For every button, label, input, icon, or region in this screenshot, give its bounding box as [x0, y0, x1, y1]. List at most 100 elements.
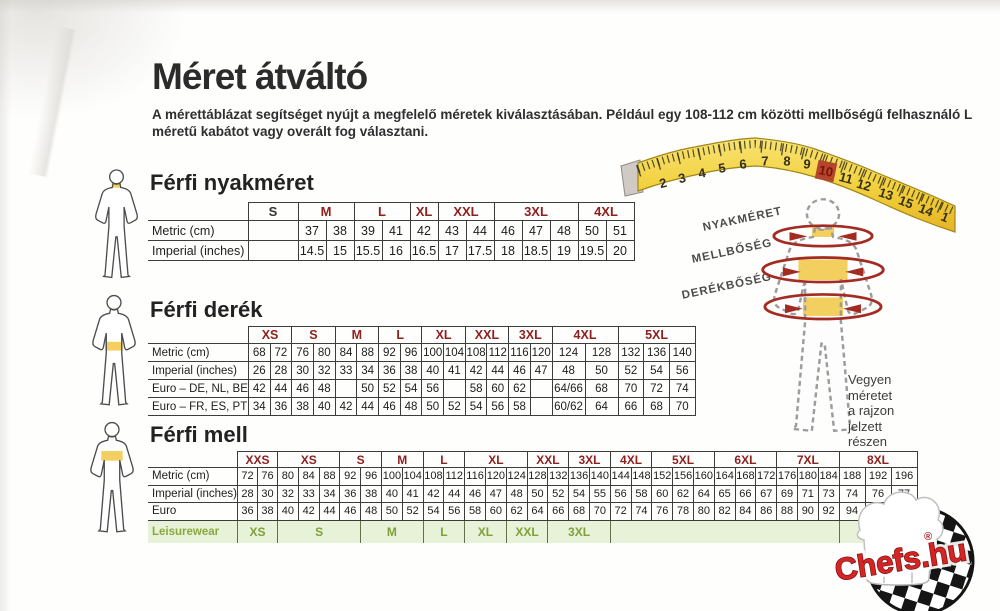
size-col-header: M — [334, 326, 380, 344]
table-row: Imperial (inches) 26 28 30 32 33 34 36 38 40 41 42 4… — [148, 361, 696, 380]
table-row: Imperial (inches) 14.5 15 15.5 16 16.5 17 17.5 1… — [148, 240, 635, 261]
table-row: Euro – FR, ES, PT 34 36 38 40 42 44 46 48 50 52 54 5… — [148, 397, 696, 416]
section-heading-chest: Férfi mell — [150, 422, 248, 447]
size-col-header: L — [377, 326, 423, 344]
row-label: Metric (cm) — [148, 220, 249, 241]
size-value-cell: 18.5 — [521, 240, 551, 261]
size-value-cell — [529, 379, 553, 398]
size-value-cell: 50 — [356, 379, 379, 398]
size-value-cell: 28 — [269, 361, 293, 380]
size-value-cell: 62 — [505, 502, 528, 521]
size-value-cell: 68 — [584, 379, 619, 398]
size-value-cell: 80 — [277, 467, 299, 486]
size-value-cell: 34 — [318, 484, 341, 503]
size-value-cell: 52 — [401, 502, 424, 521]
size-value-cell: 36 — [269, 397, 293, 416]
size-value-cell: 168 — [734, 467, 757, 486]
size-value-cell: 38 — [360, 484, 382, 503]
size-value-cell: 94 — [838, 502, 866, 521]
size-value-cell: 164 — [713, 467, 736, 486]
section-heading-neck: Férfi nyakméret — [150, 170, 314, 195]
measuring-tape-graphic: 2 3 4 5 6 7 8 9 10 11 12 13 15 14 1 — [620, 137, 956, 233]
size-value-cell: 76 — [291, 343, 314, 362]
waist-band — [105, 341, 123, 351]
size-value-cell: 66 — [617, 397, 645, 416]
size-value-cell: 28 — [237, 484, 258, 503]
table-row: Imperial (inches) 28 30 32 33 34 36 38 40 41 42 44 4… — [148, 484, 918, 503]
leisure-size-cell: M — [360, 519, 424, 543]
size-col-header: XXL — [526, 451, 570, 468]
tape-number: 7 — [761, 153, 769, 168]
derek-table: XS S M L XL XXL 3XL 4XL 5XL Metric (cm) 68 72 76 80 84… — [148, 326, 696, 416]
tape-number: 3 — [677, 170, 687, 186]
row-label: Imperial (inches) — [148, 240, 249, 261]
size-value-cell: 60/62 — [551, 397, 586, 416]
size-value-cell: 116 — [508, 343, 531, 362]
size-value-cell: 44 — [356, 397, 379, 416]
size-value-cell: 112 — [443, 467, 466, 486]
size-value-cell: 66 — [734, 484, 757, 503]
leisurewear-row: Leisurewear XS S M L XL XXL 3XL — [148, 519, 918, 543]
chefs-logo: Chefs.hu Chefs.hu ® — [829, 491, 975, 611]
tape-number: 8 — [783, 153, 791, 168]
size-value-cell: 33 — [334, 361, 358, 380]
size-value-cell: 132 — [547, 467, 570, 486]
table-row: Euro – DE, NL, BE 42 44 46 48 50 52 54 56 58 60 62 6… — [148, 379, 696, 398]
size-value-cell: 19 — [549, 240, 579, 261]
size-value-cell: 96 — [399, 343, 423, 362]
row-label: Imperial (inches) — [148, 484, 238, 503]
size-value-cell: 86 — [755, 502, 778, 521]
size-value-cell: 47 — [521, 220, 551, 241]
size-value-cell: 144 — [609, 467, 632, 486]
size-value-cell: 100 — [421, 343, 445, 362]
leisurewear-label: Leisurewear — [148, 519, 238, 543]
note-line: részen — [848, 434, 888, 449]
size-value-cell: 19.5 — [577, 240, 607, 261]
scan-edge-left — [0, 0, 11, 611]
size-value-cell: 56 — [443, 502, 466, 521]
size-value-cell: 80 — [692, 502, 715, 521]
size-col-header: S — [291, 326, 336, 344]
size-value-cell: 88 — [356, 343, 379, 362]
size-col-header: XS — [276, 451, 341, 468]
size-col-header: 4XL — [551, 326, 619, 344]
size-value-cell: 30 — [291, 361, 314, 380]
corner-cell — [148, 451, 238, 468]
size-col-header: S — [247, 202, 299, 221]
size-value-cell — [529, 397, 553, 416]
size-value-cell: 62 — [672, 484, 694, 503]
waist-size-table: XS S M L XL XXL 3XL 4XL 5XL Metric (cm) 68 72 76 80 84… — [148, 326, 696, 416]
leisure-size-cell: XXL — [505, 519, 548, 543]
size-value-cell: 42 — [334, 397, 358, 416]
tape-highlight-box — [814, 159, 838, 183]
size-value-cell: 15 — [325, 240, 355, 261]
size-value-cell: 15.5 — [353, 240, 383, 261]
size-value-cell: 156 — [672, 467, 694, 486]
size-value-cell: 92 — [339, 467, 362, 486]
size-value-cell: 40 — [421, 361, 445, 380]
size-value-cell: 48 — [551, 361, 586, 380]
size-col-header: 6XL — [713, 451, 778, 468]
size-value-cell: 38 — [291, 397, 314, 416]
size-value-cell: 37 — [297, 220, 327, 241]
scan-edge-top — [0, 0, 1000, 13]
size-header-row: S M L XL XXL 3XL 4XL — [148, 202, 635, 221]
size-value-cell: 34 — [247, 397, 271, 416]
size-value-cell: 56 — [609, 484, 632, 503]
size-value-cell: 46 — [378, 397, 401, 416]
size-value-cell: 47 — [484, 484, 507, 503]
mell-table: XXS XS S M L XL XXL 3XL 4XL 5XL 6XL 7XL 8XL Metric (c… — [148, 451, 918, 543]
size-col-header: 3XL — [508, 326, 553, 344]
note-line: Vegyen — [848, 372, 892, 387]
size-col-header: XS — [247, 326, 293, 344]
size-value-cell: 88 — [318, 467, 341, 486]
size-value-cell: 188 — [838, 467, 866, 486]
size-value-cell: 84 — [297, 467, 320, 486]
size-value-cell: 58 — [464, 379, 488, 398]
size-value-cell: 70 — [588, 502, 611, 521]
size-col-header: XL — [464, 451, 528, 468]
size-value-cell: 44 — [443, 484, 466, 503]
diagram-waist-band — [802, 297, 844, 316]
size-value-cell: 44 — [318, 502, 341, 521]
neck-size-table: S M L XL XXL 3XL 4XL Metric (cm) 37 38 39 41 42 43 44 4… — [148, 202, 635, 261]
